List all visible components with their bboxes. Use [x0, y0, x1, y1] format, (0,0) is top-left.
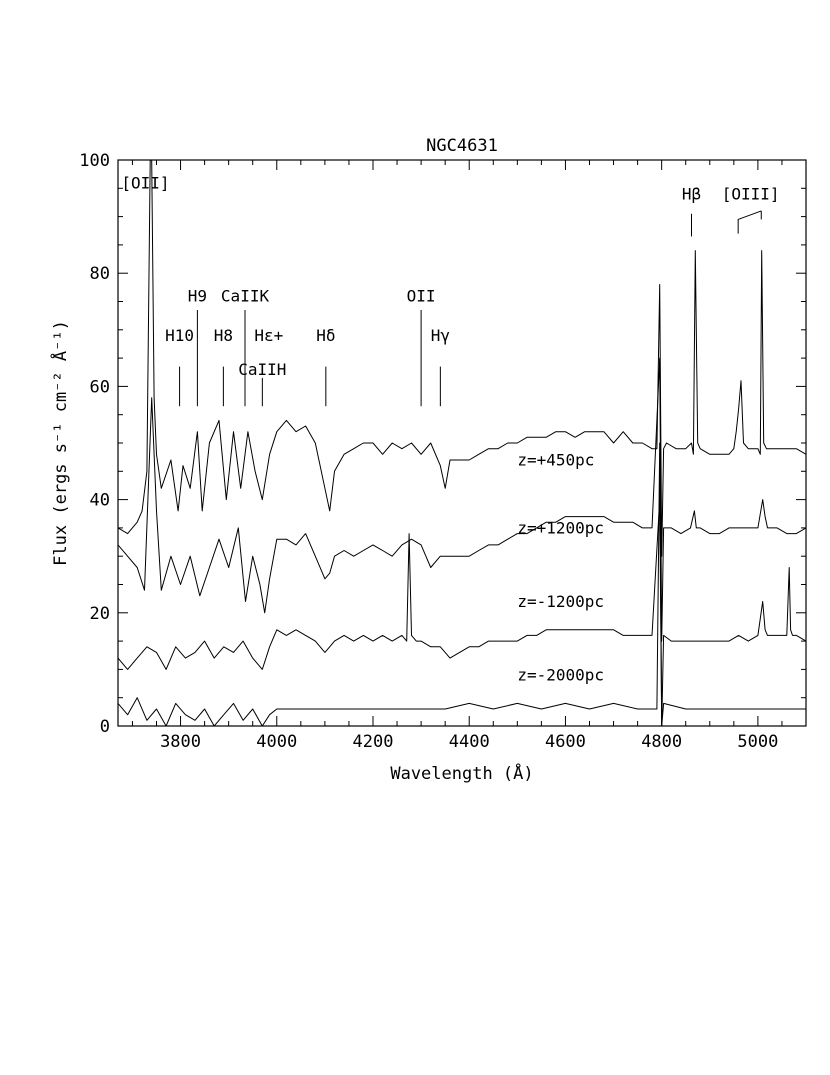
y-tick-label: 40 [90, 491, 110, 511]
x-tick-label: 4000 [256, 732, 297, 752]
y-tick-label: 80 [90, 264, 110, 284]
series-label: z=+1200pc [517, 519, 604, 538]
x-tick-label: 5000 [737, 732, 778, 752]
y-tick-label: 20 [90, 604, 110, 624]
chart-title: NGC4631 [426, 136, 498, 156]
spectral-line-label: Hγ [431, 326, 450, 345]
series-label: z=+450pc [517, 451, 594, 470]
spectral-line-label: H8 [214, 326, 233, 345]
x-tick-label: 4200 [353, 732, 394, 752]
annotations-layer: z=+450pc z=+1200pc z=-1200pc z=-2000pc [OII]… [121, 173, 779, 684]
series-line [118, 499, 806, 726]
spectral-line-label: CaIIK [221, 287, 270, 306]
series-label: z=-2000pc [517, 666, 604, 685]
spectral-line-label: OII [407, 287, 436, 306]
spectral-line-label: Hε+ [254, 326, 283, 345]
spectral-line-label: H9 [188, 287, 207, 306]
spectral-line-label: [OIII] [722, 185, 780, 204]
y-tick-label: 100 [79, 151, 110, 171]
series-line [118, 160, 806, 557]
y-tick-label: 60 [90, 377, 110, 397]
x-tick-label: 4400 [449, 732, 490, 752]
x-axis-label: Wavelength (Å) [390, 762, 533, 784]
spectral-line-label: H10 [165, 326, 194, 345]
series-layer [118, 160, 806, 726]
spectral-line-label: CaIIH [238, 360, 286, 379]
spectral-line-label: Hδ [316, 326, 335, 345]
spectral-line-label: [OII] [121, 173, 169, 192]
series-label: z=-1200pc [517, 592, 604, 611]
series-line [118, 442, 806, 726]
x-tick-label: 4800 [641, 732, 682, 752]
series-line [118, 357, 806, 642]
spectral-line-bracket [737, 210, 762, 234]
y-axis-label: Flux (ergs s⁻¹ cm⁻² Å⁻¹) [49, 320, 71, 566]
spectral-line-label: Hβ [682, 185, 701, 204]
axis-ticks: 3800 4000 4200 4400 4600 4800 5000 0 20 40 60 80 100 [79, 151, 807, 752]
x-tick-label: 4600 [545, 732, 586, 752]
x-tick-label: 3800 [160, 732, 201, 752]
y-tick-label: 0 [100, 717, 110, 737]
